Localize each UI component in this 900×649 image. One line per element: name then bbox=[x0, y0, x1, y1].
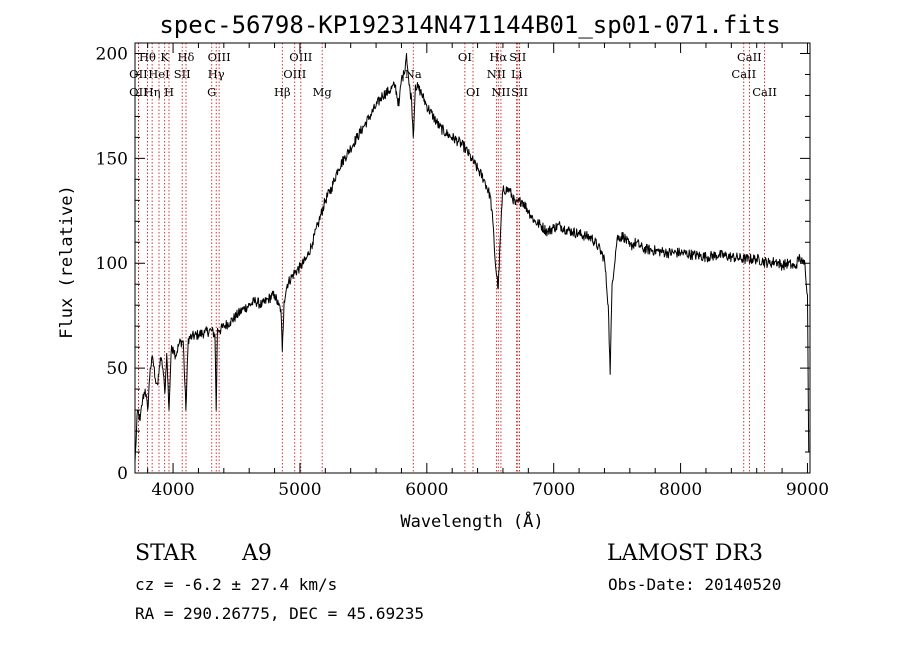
spectral-line-label: Hβ bbox=[274, 85, 291, 99]
plot-frame bbox=[134, 42, 811, 474]
spectral-line-label: G bbox=[207, 85, 216, 99]
x-axis-label: Wavelength (Å) bbox=[400, 510, 543, 532]
object-class: STAR bbox=[135, 541, 196, 566]
spectral-line-label: OIII bbox=[289, 50, 312, 64]
y-axis-label: Flux (relative) bbox=[57, 185, 77, 339]
x-tick-label: 8000 bbox=[659, 480, 702, 500]
sky-coordinates: RA = 290.26775, DEC = 45.69235 bbox=[135, 604, 424, 623]
x-tick-label: 4000 bbox=[151, 480, 194, 500]
x-tick-label: 9000 bbox=[786, 480, 829, 500]
spectral-line-label: OIII bbox=[283, 67, 306, 81]
spectral-line-label: Mg bbox=[313, 85, 333, 99]
object-subclass: A9 bbox=[242, 541, 272, 566]
observation-date: Obs-Date: 20140520 bbox=[608, 575, 782, 594]
spectral-line-label: Li bbox=[511, 67, 523, 81]
y-tick-label: 100 bbox=[96, 254, 128, 274]
spectral-line-label: CaII bbox=[731, 67, 756, 81]
spectral-line-label: NII bbox=[491, 85, 510, 99]
spectral-line-label: K bbox=[160, 50, 169, 64]
spectral-line-label: OI bbox=[466, 85, 480, 99]
y-tick-label: 50 bbox=[106, 359, 128, 379]
spectral-line-label: Hγ bbox=[208, 67, 225, 81]
y-tick-label: 0 bbox=[117, 464, 128, 484]
spectral-line-label: OII bbox=[129, 85, 148, 99]
spectral-line-label: Hδ bbox=[178, 50, 195, 64]
spectral-line-label: HeI bbox=[148, 67, 169, 81]
spectral-line-label: Hθ bbox=[139, 50, 156, 64]
y-tick-label: 150 bbox=[96, 149, 128, 169]
spectrum-series bbox=[134, 52, 810, 463]
redshift-velocity: cz = -6.2 ± 27.4 km/s bbox=[135, 575, 338, 594]
x-tick-label: 6000 bbox=[405, 480, 448, 500]
chart-title: spec-56798-KP192314N471144B01_sp01-071.f… bbox=[159, 11, 780, 39]
spectral-line-label: OI bbox=[458, 50, 472, 64]
spectral-line-label: NII bbox=[487, 67, 506, 81]
flux-line bbox=[134, 52, 810, 463]
x-tick-label: 7000 bbox=[532, 480, 575, 500]
survey-name: LAMOST DR3 bbox=[607, 541, 763, 566]
spectral-line-markers: HθOIIOIIHeIHηKHSIIHδOIIIHγGHβOIIIOIIIMgN… bbox=[129, 43, 777, 473]
spectral-line-label: SII bbox=[174, 67, 191, 81]
spectral-line-label: Na bbox=[405, 67, 422, 81]
spectral-line-label: Hα bbox=[489, 50, 507, 64]
y-tick-label: 200 bbox=[96, 44, 128, 64]
x-tick-label: 5000 bbox=[278, 480, 321, 500]
spectral-line-label: OIII bbox=[208, 50, 231, 64]
spectral-line-label: SII bbox=[511, 85, 528, 99]
spectral-line-label: Hη bbox=[144, 85, 161, 99]
spectral-line-label: CaII bbox=[737, 50, 762, 64]
spectral-line-label: SII bbox=[509, 50, 526, 64]
spectral-line-label: CaII bbox=[752, 85, 777, 99]
axis-ticks: 4000 5000 6000 7000 8000 9000 0 50 100 150 200 bbox=[96, 43, 829, 500]
spectral-line-label: H bbox=[164, 85, 174, 99]
